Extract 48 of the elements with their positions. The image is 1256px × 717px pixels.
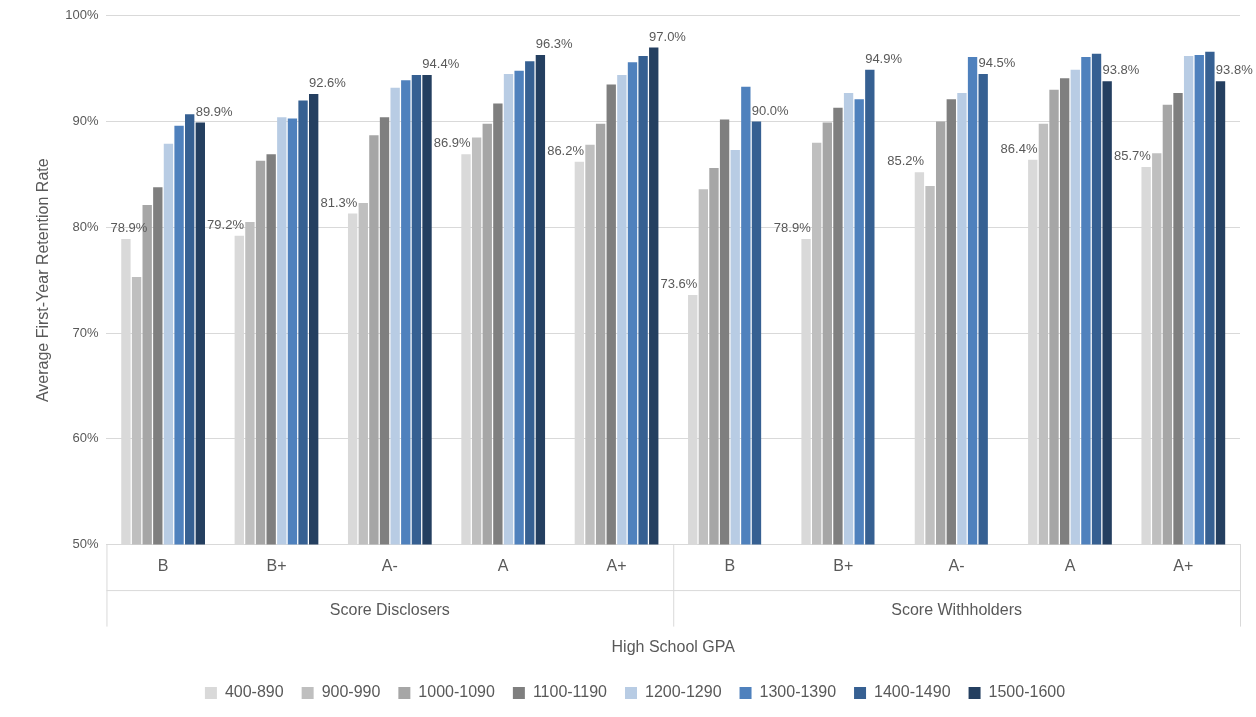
text: Score Disclosers: [329, 601, 450, 619]
x-tick-label: A+: [1173, 556, 1194, 574]
data-label: 97.0%: [649, 28, 687, 44]
legend-label: 1500-1600: [988, 683, 1066, 701]
x-tick-label: A: [1064, 556, 1076, 574]
x-tick-label: A-: [381, 556, 398, 574]
y-tick-label: 60%: [72, 430, 99, 446]
data-label: 94.4%: [422, 56, 460, 72]
data-label: 92.6%: [309, 75, 347, 91]
x-tick-label: B+: [833, 556, 854, 574]
legend-label: 1000-1090: [418, 683, 495, 701]
y-tick-label: 50%: [72, 536, 99, 552]
data-label: 90.0%: [751, 102, 790, 118]
data-label: 86.4%: [1000, 140, 1038, 156]
data-label: 89.9%: [195, 103, 233, 119]
y-tick-label: 80%: [72, 218, 99, 234]
legend-label: 1200-1290: [645, 683, 722, 701]
x-tick-label: A: [497, 556, 509, 574]
y-tick-label: 90%: [72, 113, 99, 129]
x-tick-label: B: [724, 556, 736, 574]
data-label: 96.3%: [535, 36, 574, 52]
text: Score Withholders: [891, 601, 1022, 619]
x-axis-title: High School GPA: [611, 637, 736, 655]
legend-label: 1100-1190: [532, 683, 608, 701]
y-tick-label: 100%: [65, 7, 99, 23]
x-tick-label: A+: [606, 556, 627, 574]
data-label: 78.9%: [773, 220, 812, 236]
data-label: 85.7%: [1113, 148, 1152, 164]
legend-label: 1400-1490: [874, 683, 951, 701]
legend-label: 400-890: [224, 683, 284, 701]
data-label: 93.8%: [1215, 62, 1254, 78]
data-label: 86.9%: [433, 135, 472, 151]
data-label: 94.9%: [865, 50, 903, 66]
x-tick-label: B: [157, 556, 169, 574]
legend-label: 1300-1390: [759, 683, 837, 701]
data-label: 94.5%: [978, 55, 1016, 71]
data-label: 81.3%: [320, 194, 358, 210]
legend-label: 900-990: [321, 683, 381, 701]
data-label: 85.2%: [887, 153, 925, 169]
y-axis-title: Average First-Year Retention Rate: [34, 158, 52, 403]
data-label: 79.2%: [207, 216, 245, 232]
x-tick-label: B+: [266, 556, 287, 574]
data-label: 73.6%: [660, 276, 698, 292]
data-label: 86.2%: [547, 142, 585, 158]
y-tick-label: 70%: [72, 324, 99, 340]
data-label: 78.9%: [110, 220, 148, 236]
x-tick-label: A-: [948, 556, 965, 574]
data-label: 93.8%: [1102, 62, 1140, 78]
